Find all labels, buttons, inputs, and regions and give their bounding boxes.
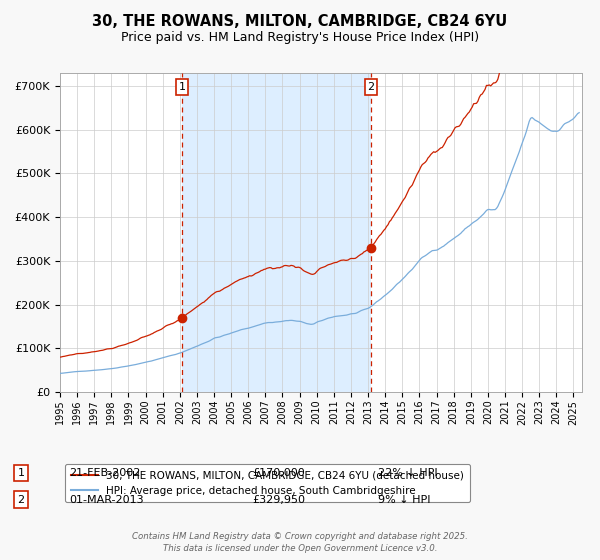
Text: Price paid vs. HM Land Registry's House Price Index (HPI): Price paid vs. HM Land Registry's House …	[121, 31, 479, 44]
Bar	[182, 73, 371, 392]
Text: 22% ↓ HPI: 22% ↓ HPI	[378, 468, 437, 478]
Legend: 30, THE ROWANS, MILTON, CAMBRIDGE, CB24 6YU (detached house), HPI: Average price: 30, THE ROWANS, MILTON, CAMBRIDGE, CB24 …	[65, 464, 470, 502]
Text: £329,950: £329,950	[252, 494, 305, 505]
Text: £170,000: £170,000	[252, 468, 305, 478]
Text: 2: 2	[367, 82, 374, 92]
Text: 30, THE ROWANS, MILTON, CAMBRIDGE, CB24 6YU: 30, THE ROWANS, MILTON, CAMBRIDGE, CB24 …	[92, 14, 508, 29]
Text: 21-FEB-2002: 21-FEB-2002	[69, 468, 140, 478]
Text: 1: 1	[179, 82, 185, 92]
Text: 01-MAR-2013: 01-MAR-2013	[69, 494, 143, 505]
Text: 2: 2	[17, 494, 25, 505]
Text: 9% ↓ HPI: 9% ↓ HPI	[378, 494, 431, 505]
Text: Contains HM Land Registry data © Crown copyright and database right 2025.
This d: Contains HM Land Registry data © Crown c…	[132, 533, 468, 553]
Text: 1: 1	[17, 468, 25, 478]
